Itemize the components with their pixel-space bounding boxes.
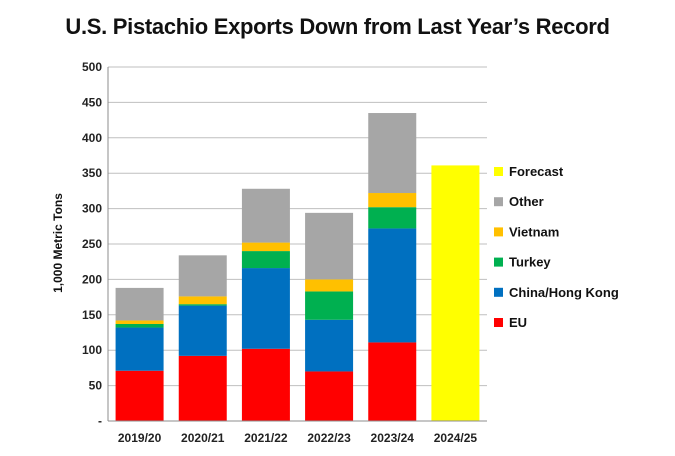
- legend-swatch-china-hong-kong: [494, 287, 503, 297]
- chart-title: U.S. Pistachio Exports Down from Last Ye…: [65, 14, 610, 39]
- y-tick-label: -: [98, 414, 102, 428]
- bar-segment-china-hong-kong: [305, 319, 354, 372]
- gridlines: [108, 66, 487, 387]
- legend-label: Vietnam: [509, 224, 559, 239]
- bar-segment-other: [368, 113, 417, 194]
- legend-swatch-eu: [494, 318, 503, 327]
- bar-segment-vietnam: [115, 320, 164, 325]
- y-tick-label: 50: [89, 379, 103, 393]
- y-axis-label: 1,000 Metric Tons: [51, 193, 65, 293]
- bar-segment-turkey: [241, 251, 290, 269]
- bar-segment-china-hong-kong: [368, 228, 417, 343]
- bar-segment-eu: [305, 371, 354, 421]
- legend-swatch-vietnam: [494, 227, 503, 237]
- bar-segment-vietnam: [241, 242, 290, 252]
- legend-label: Forecast: [509, 164, 564, 179]
- axes: [107, 67, 487, 422]
- y-tick-label: 200: [82, 272, 102, 286]
- bar-segment-eu: [368, 342, 417, 421]
- x-tick-label: 2019/20: [118, 431, 162, 445]
- legend-label: China/Hong Kong: [509, 285, 619, 300]
- bar-segment-eu: [241, 348, 290, 421]
- x-tick-label: 2023/24: [371, 431, 415, 445]
- bar-segment-turkey: [115, 324, 164, 328]
- legend-label: Turkey: [509, 255, 551, 270]
- bar-segment-vietnam: [178, 296, 227, 305]
- bar-segment-other: [115, 287, 164, 321]
- bars: [115, 113, 480, 421]
- bar-segment-eu: [115, 370, 164, 421]
- x-tick-label: 2022/23: [307, 431, 351, 445]
- x-tick-label: 2024/25: [434, 431, 478, 445]
- x-tick-label: 2020/21: [181, 431, 225, 445]
- bar-segment-vietnam: [305, 279, 354, 292]
- bar-segment-china-hong-kong: [115, 327, 164, 371]
- bar-segment-vietnam: [368, 193, 417, 208]
- bar-segment-other: [305, 212, 354, 280]
- legend-swatch-other: [494, 197, 503, 207]
- bar-segment-eu: [178, 355, 227, 421]
- bar-segment-other: [178, 255, 227, 297]
- y-tick-label: 300: [82, 202, 102, 216]
- bar-segment-china-hong-kong: [241, 268, 290, 349]
- bar-segment-turkey: [178, 304, 227, 306]
- y-tick-label: 350: [82, 166, 102, 180]
- y-tick-label: 400: [82, 131, 102, 145]
- bar-segment-other: [241, 188, 290, 243]
- y-tick-labels: - 50 100 150 200 250 300 350 400 450 500: [82, 60, 102, 428]
- legend-swatch-forecast: [494, 167, 503, 176]
- legend-label: EU: [509, 315, 527, 330]
- bar-segment-china-hong-kong: [178, 305, 227, 356]
- y-tick-label: 150: [82, 308, 102, 322]
- bar-segment-forecast: [431, 165, 480, 421]
- y-tick-label: 250: [82, 237, 102, 251]
- legend: Forecast Other Vietnam Turkey China/Hong Kon…: [494, 164, 619, 330]
- bar-segment-turkey: [368, 207, 417, 229]
- legend-label: Other: [509, 194, 544, 209]
- legend-swatch-turkey: [494, 257, 503, 267]
- bar-segment-turkey: [305, 291, 354, 320]
- x-tick-labels: 2019/20 2020/21 2021/22 2022/23 2023/24 2024/…: [118, 431, 478, 445]
- y-tick-label: 100: [82, 343, 102, 357]
- y-tick-label: 500: [82, 60, 102, 74]
- x-tick-label: 2021/22: [244, 431, 288, 445]
- y-tick-label: 450: [82, 95, 102, 109]
